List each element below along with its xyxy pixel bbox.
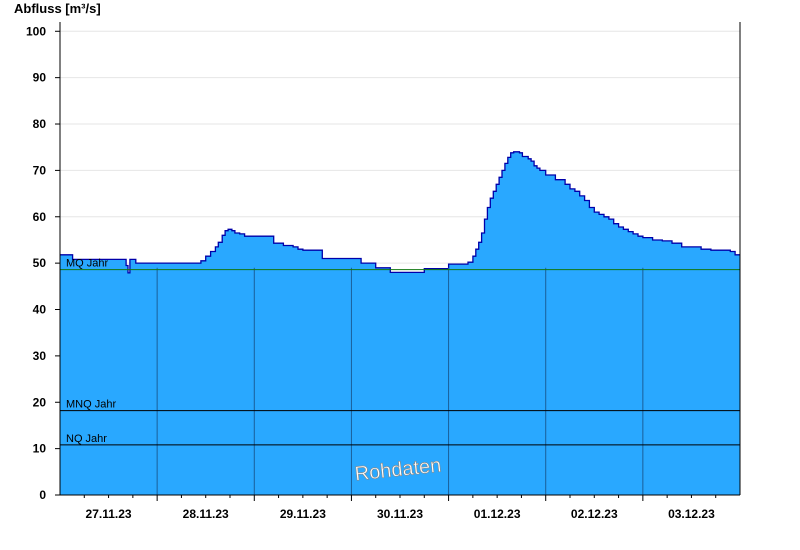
y-tick-label: 60: [33, 210, 47, 224]
y-tick-label: 30: [33, 349, 47, 363]
y-tick-label: 0: [39, 488, 46, 502]
y-tick-label: 40: [33, 303, 47, 317]
axes: [55, 22, 741, 501]
x-tick-label: 01.12.23: [474, 507, 521, 521]
x-tick-label: 02.12.23: [571, 507, 618, 521]
x-tick-label: 03.12.23: [668, 507, 715, 521]
day-gridlines: [156, 267, 644, 495]
y-tick-label: 50: [33, 256, 47, 270]
discharge-area: [60, 151, 740, 496]
ref-line-label: NQ Jahr: [66, 433, 107, 445]
y-axis-label: Abfluss [m³/s]: [14, 1, 101, 16]
x-tick-label: 28.11.23: [183, 507, 229, 521]
ref-line-label: MQ Jahr: [66, 258, 109, 270]
reference-lines: MQ Jahr MNQ Jahr NQ Jahr: [60, 258, 740, 446]
tick-labels: 0 10 20 30 40 50 60 70 80 90 100 27.11.23 28.11.23 29…: [26, 24, 715, 521]
x-tick-label: 29.11.23: [280, 507, 326, 521]
y-tick-label: 70: [33, 163, 47, 177]
y-tick-label: 10: [33, 442, 47, 456]
y-tick-label: 100: [26, 24, 46, 38]
x-tick-label: 27.11.23: [86, 507, 132, 521]
y-tick-label: 20: [33, 395, 47, 409]
y-tick-label: 90: [33, 71, 47, 85]
y-tick-label: 80: [33, 117, 47, 131]
x-tick-label: 30.11.23: [377, 507, 423, 521]
discharge-line: [60, 151, 740, 274]
ref-line-label: MNQ Jahr: [66, 399, 116, 411]
